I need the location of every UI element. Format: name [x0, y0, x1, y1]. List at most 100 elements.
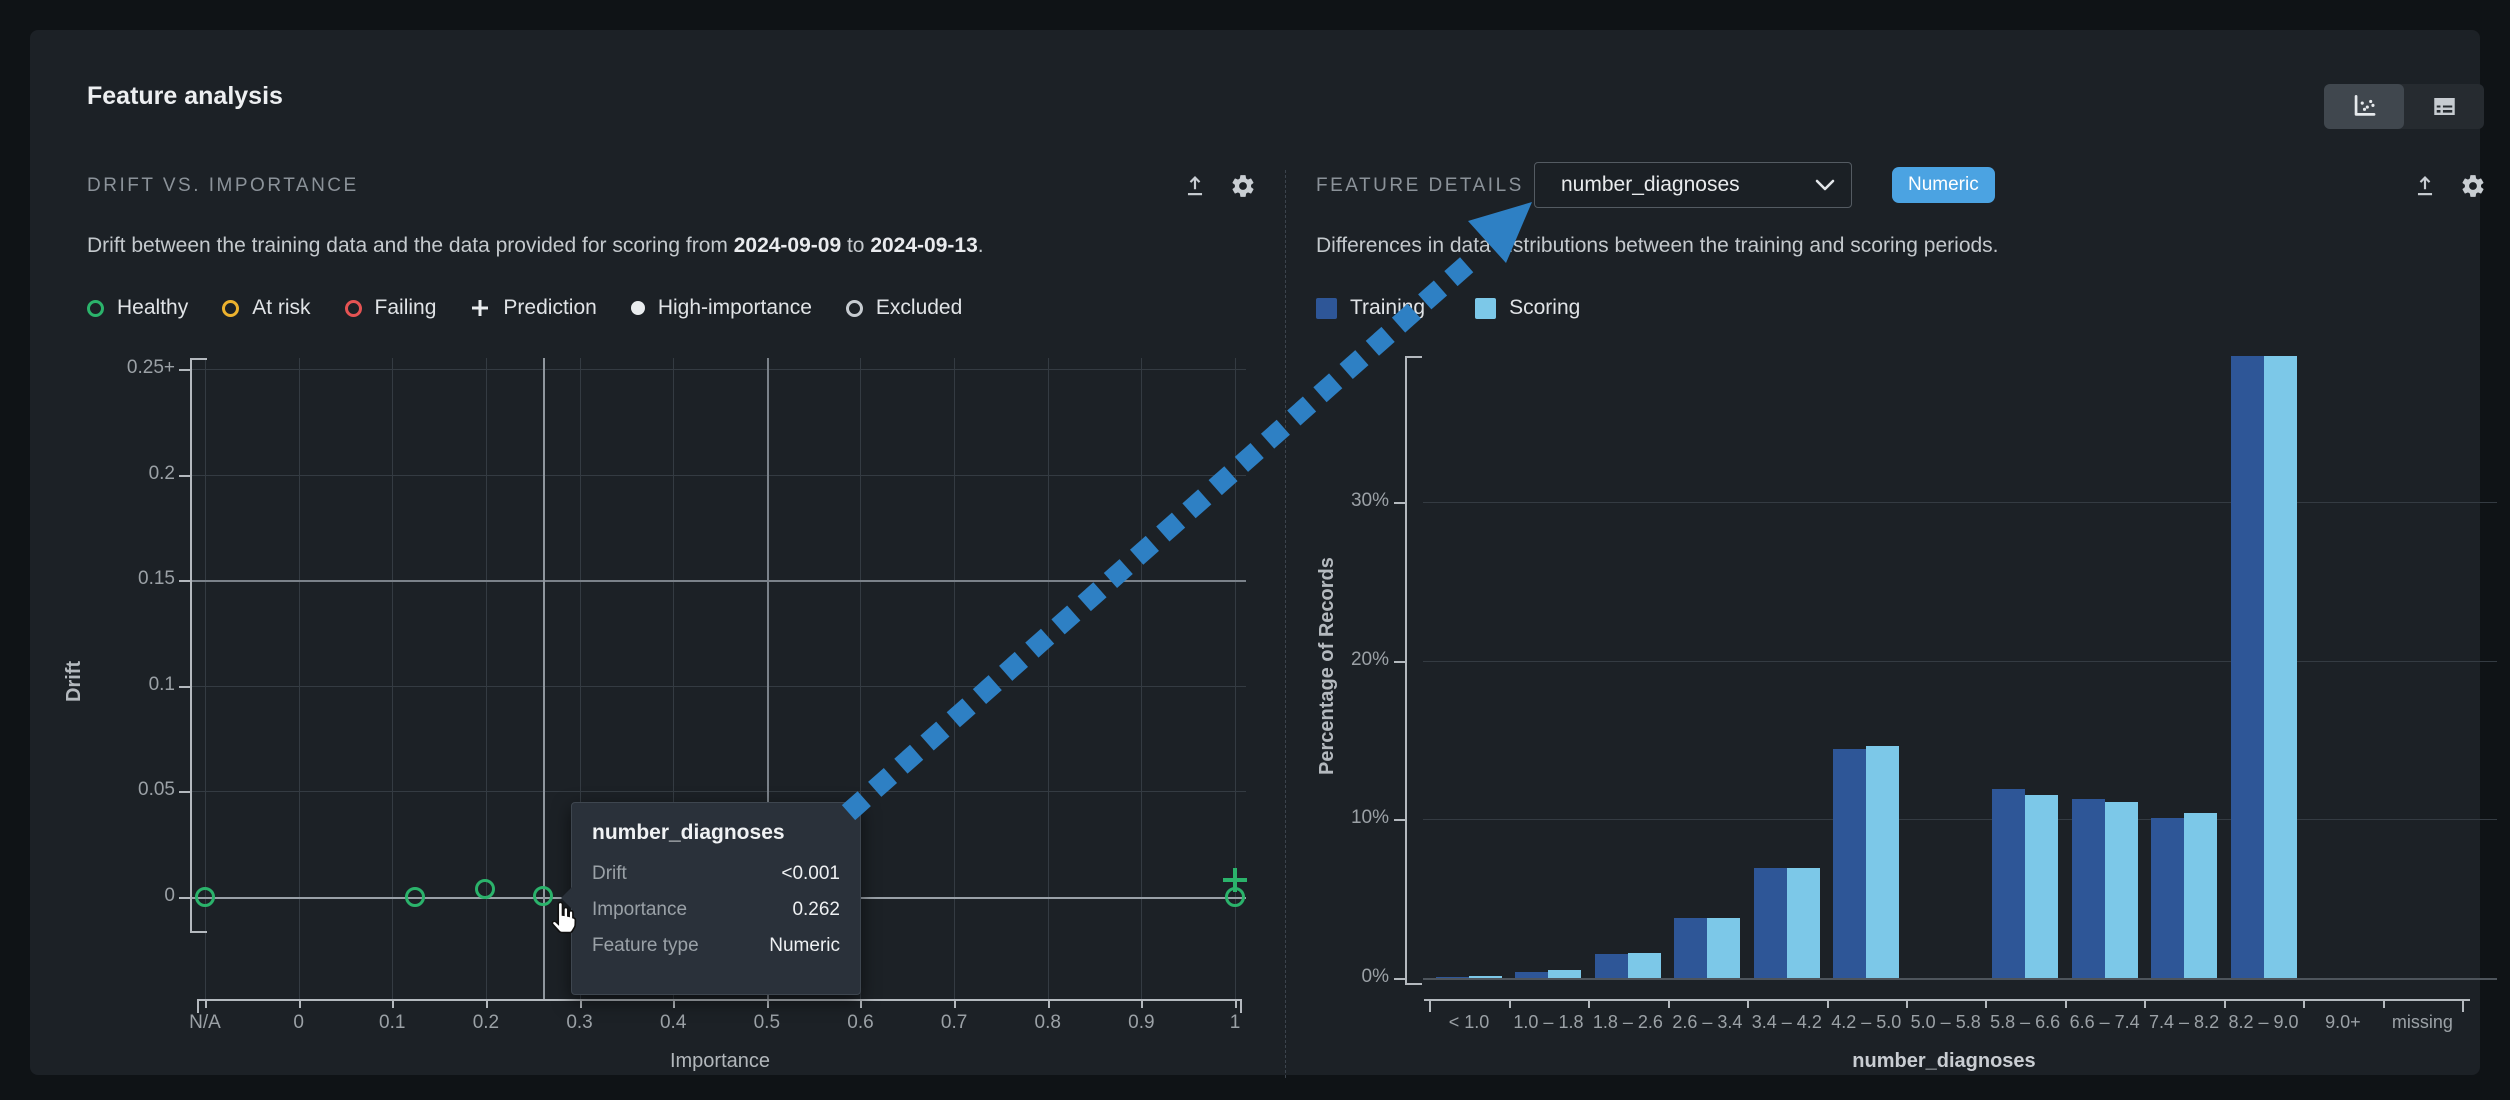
right-panel-title: FEATURE DETAILS — [1316, 175, 1524, 196]
chevron-down-icon — [1815, 179, 1835, 191]
legend-item-high-importance[interactable]: High-importance — [630, 296, 812, 320]
bar-gridline-h — [1423, 660, 2497, 662]
bar-gridline-h — [1423, 501, 2497, 503]
bar-y-tick — [1394, 819, 1405, 822]
bar-y-tick — [1394, 978, 1405, 980]
bar-x-tick — [2064, 999, 2067, 1008]
tooltip-row-importance: Importance 0.262 — [592, 899, 840, 921]
chart-view-button[interactable] — [2324, 84, 2404, 129]
bar-y-tick — [1394, 660, 1405, 663]
left-settings-button[interactable] — [1228, 171, 1258, 201]
legend-item-at-risk[interactable]: At risk — [222, 296, 311, 320]
importance-axis-label: Importance — [669, 1050, 771, 1072]
bar-training[interactable] — [1833, 749, 1867, 978]
bar-training[interactable] — [1515, 971, 1549, 978]
scatter-gridline-h — [190, 474, 1246, 476]
legend-item-failing[interactable]: Failing — [344, 296, 437, 320]
bar-y-tick-label: 10% — [1350, 807, 1389, 829]
scatter-point[interactable] — [475, 878, 496, 899]
bar-training[interactable] — [1436, 977, 1469, 978]
bar-x-tick-label: 4.2 – 5.0 — [1831, 1012, 1902, 1032]
hand-cursor-icon — [545, 900, 581, 938]
feature-axis-label: number_diagnoses — [1852, 1050, 2036, 1072]
feature-analysis-card: Feature analysis DRIFT VS. IMPORTANCE — [30, 30, 2497, 1078]
table-view-button[interactable] — [2404, 84, 2484, 129]
tooltip-label: Drift — [592, 863, 627, 884]
scatter-x-tick — [954, 999, 957, 1008]
bar-y-tick-label: 0% — [1361, 966, 1389, 987]
left-panel-title: DRIFT VS. IMPORTANCE — [87, 175, 359, 196]
legend-label: Scoring — [1509, 296, 1581, 319]
bar-scoring[interactable] — [1866, 746, 1900, 978]
bar-x-tick — [2223, 999, 2226, 1008]
legend-item-healthy[interactable]: Healthy — [87, 296, 188, 320]
scatter-x-axis-cap — [197, 999, 199, 1013]
scatter-point[interactable] — [195, 887, 215, 907]
prediction-point[interactable] — [1233, 868, 1237, 893]
bar-x-tick-label: 8.2 – 9.0 — [2228, 1012, 2299, 1032]
legend-item-prediction[interactable]: Prediction — [470, 296, 597, 320]
scatter-point[interactable] — [1225, 887, 1245, 907]
bar-scoring[interactable] — [2263, 356, 2297, 978]
importance-threshold-line — [766, 358, 769, 999]
bar-training[interactable] — [1992, 789, 2026, 978]
bar-training[interactable] — [2230, 356, 2264, 978]
bar-scoring[interactable] — [2184, 812, 2218, 978]
bar-training[interactable] — [2151, 817, 2185, 978]
scatter-point[interactable] — [405, 887, 426, 907]
right-export-button[interactable] — [2410, 171, 2440, 201]
legend-label: Prediction — [503, 296, 597, 319]
bar-scoring[interactable] — [2025, 795, 2059, 978]
scatter-x-tick-label: 0.4 — [659, 1012, 687, 1033]
right-settings-button[interactable] — [2458, 171, 2488, 201]
scatter-x-tick-label: 0.6 — [847, 1012, 874, 1033]
scatter-gridline-v — [298, 358, 300, 999]
tooltip-value: 0.262 — [792, 899, 840, 920]
scatter-gridline-h — [190, 685, 1246, 687]
bar-scoring[interactable] — [1786, 868, 1820, 978]
bar-scoring[interactable] — [1469, 976, 1502, 978]
bar-scoring[interactable] — [2104, 801, 2138, 978]
bar-gridline-h — [1423, 819, 2497, 821]
bar-scoring[interactable] — [1548, 970, 1582, 978]
scatter-x-tick-label: 0.2 — [472, 1012, 500, 1033]
scatter-point-hovered[interactable] — [533, 885, 554, 906]
scatter-y-tick — [179, 580, 190, 583]
scatter-y-tick — [179, 369, 190, 371]
scatter-y-tick-label: 0 — [164, 885, 175, 906]
failing-ring-icon — [344, 299, 362, 317]
scatter-gridline-h — [190, 369, 1246, 370]
bar-training[interactable] — [1674, 917, 1708, 978]
at-risk-ring-icon — [222, 299, 240, 317]
tooltip-value: Numeric — [769, 935, 840, 956]
bar-training[interactable] — [1753, 868, 1787, 978]
scatter-x-tick-label: 0.9 — [1128, 1012, 1155, 1033]
export-icon — [1182, 173, 1208, 199]
bar-x-tick-label: 2.6 – 3.4 — [1672, 1012, 1743, 1032]
tooltip-row-drift: Drift <0.001 — [592, 863, 840, 885]
bar-x-tick-label: 6.6 – 7.4 — [2069, 1012, 2140, 1032]
feature-selector-dropdown[interactable]: number_diagnoses — [1534, 162, 1852, 208]
scatter-gridline-v — [673, 358, 675, 999]
scatter-y-tick — [179, 474, 190, 477]
scatter-x-tick-label: 0.3 — [566, 1012, 593, 1033]
tooltip-pointer — [561, 887, 572, 909]
plus-icon — [470, 298, 490, 318]
bar-y-tick — [1394, 501, 1405, 504]
bar-training[interactable] — [2071, 798, 2105, 978]
bar-x-tick — [1667, 999, 1670, 1008]
scatter-x-tick — [860, 999, 863, 1008]
scatter-gridline-v — [579, 358, 581, 999]
scatter-x-tick — [579, 999, 582, 1008]
bar-training[interactable] — [1594, 954, 1628, 978]
bar-scoring[interactable] — [1627, 952, 1661, 978]
bar-y-axis-cap — [1405, 983, 1422, 985]
drift-axis-label: Drift — [63, 660, 85, 702]
bar-scoring[interactable] — [1707, 917, 1741, 978]
left-export-button[interactable] — [1180, 171, 1210, 201]
bar-x-tick — [2144, 999, 2147, 1008]
tooltip-row-feature-type: Feature type Numeric — [592, 935, 840, 957]
scatter-tooltip: number_diagnoses Drift <0.001 Importance… — [561, 802, 861, 995]
legend-label: Failing — [374, 296, 437, 319]
legend-label: Healthy — [117, 296, 189, 319]
